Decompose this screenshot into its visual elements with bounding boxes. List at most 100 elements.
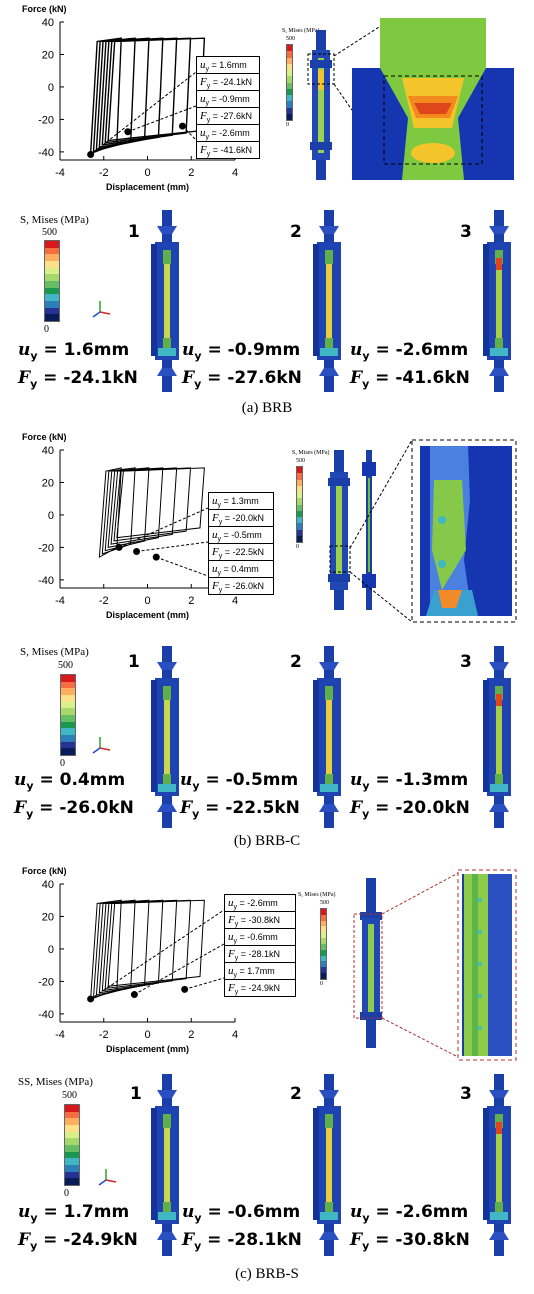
x-tick-label: 2	[188, 595, 194, 607]
legend-title: SS, Mises (MPa)	[18, 1076, 93, 1088]
panel-caption: (a) BRB	[241, 400, 293, 416]
y-tick-label: -20	[38, 114, 54, 126]
x-tick-label: -4	[55, 1029, 65, 1041]
scale-band	[45, 261, 59, 268]
stage-u-label: uy = 0.4mm	[14, 770, 126, 793]
x-tick-label: -2	[99, 1029, 109, 1041]
scale-band	[287, 107, 292, 114]
scale-band	[287, 101, 292, 108]
legend-title: S, Mises (MPa)	[20, 214, 89, 226]
legend-max: 500	[42, 227, 57, 238]
scale-band	[61, 721, 75, 729]
scale-band	[65, 1178, 79, 1186]
scale-band	[321, 926, 326, 933]
x-axis-label: Displacement (mm)	[106, 1044, 189, 1054]
brace-model	[313, 646, 341, 828]
x-tick-label: 0	[144, 595, 150, 607]
brace-model-small	[353, 878, 383, 1048]
color-scale	[64, 1104, 80, 1186]
scale-band	[321, 949, 326, 956]
legend-min: 0	[60, 758, 65, 769]
y-tick-label: -40	[38, 575, 54, 587]
color-scale	[60, 674, 76, 756]
hysteresis-chart: Force (kN)Displacement (mm)40200-20-40-4…	[22, 4, 238, 192]
scale-band	[321, 909, 326, 915]
y-tick-label: 40	[42, 879, 54, 891]
scale-band	[287, 95, 292, 102]
scale-band	[321, 914, 326, 921]
small-legend-min: 0	[286, 122, 289, 128]
annotation-u: uy = -0.6mm	[225, 928, 295, 945]
x-axis-label: Displacement (mm)	[106, 610, 189, 620]
annotation-box: uy = 1.6mm Fy = -24.1kN uy = -0.9mm Fy =…	[196, 56, 260, 159]
legend-min: 0	[64, 1188, 69, 1199]
stage-u-label: uy = -0.9mm	[182, 340, 301, 363]
x-tick-label: 0	[144, 1029, 150, 1041]
scale-band	[297, 517, 302, 524]
scale-band	[45, 307, 59, 315]
x-tick-label: -4	[55, 167, 65, 179]
annotation-f: Fy = -27.6kN	[197, 107, 259, 124]
scale-band	[65, 1171, 79, 1179]
stage-number: 3	[460, 222, 472, 242]
scale-band	[65, 1111, 79, 1119]
data-point	[124, 128, 132, 136]
stage-f-label: Fy = -24.9kN	[18, 1230, 138, 1253]
scale-band	[65, 1125, 79, 1132]
scale-band	[297, 535, 302, 542]
y-axis-label: Force (kN)	[22, 4, 67, 14]
scale-band	[45, 294, 59, 302]
x-tick-label: 4	[232, 1029, 238, 1041]
annotation-f: Fy = -22.5kN	[209, 543, 273, 560]
scale-band	[297, 504, 302, 511]
scale-band	[45, 314, 59, 322]
brace-model	[483, 646, 511, 828]
leader-line	[184, 977, 225, 990]
brace-model-small	[307, 30, 335, 180]
color-scale	[44, 240, 60, 322]
stage-number: 2	[290, 1084, 302, 1104]
scale-band	[321, 955, 326, 962]
leader-line	[136, 541, 209, 552]
y-tick-label: -40	[38, 1009, 54, 1021]
annotation-f: Fy = -20.0kN	[209, 509, 273, 526]
panel-brb-s: Force (kN) Displacement (mm) 40 20 0 -20 -40 -4…	[0, 862, 534, 1294]
scale-band	[287, 113, 292, 120]
scale-band	[65, 1151, 79, 1159]
scale-band	[297, 485, 302, 492]
brace-model	[151, 646, 179, 828]
brace-model	[483, 210, 511, 392]
color-scale	[320, 908, 327, 980]
panel-brb: Force (kN) Displacement (mm) 40 20 0 -20 -40 -4…	[0, 0, 534, 430]
scale-band	[321, 973, 326, 979]
scale-band	[61, 735, 75, 742]
stage-number: 1	[128, 652, 140, 672]
stage-u-label: uy = -1.3mm	[350, 770, 469, 793]
annotation-f: Fy = -26.0kN	[209, 577, 273, 594]
scale-band	[45, 247, 59, 255]
brace-model	[151, 210, 179, 392]
stage-f-label: Fy = -22.5kN	[180, 798, 300, 821]
x-tick-label: 0	[144, 167, 150, 179]
scale-band	[287, 45, 292, 52]
scale-band	[65, 1158, 79, 1166]
stage-number: 2	[290, 652, 302, 672]
small-legend-title: S, Mises (MPa)	[298, 892, 336, 898]
annotation-u: uy = 1.7mm	[225, 962, 295, 979]
hysteresis-chart: Force (kN)Displacement (mm)40200-20-40-4…	[22, 866, 238, 1054]
brace-model	[483, 1074, 511, 1256]
stage-f-label: Fy = -27.6kN	[182, 368, 302, 391]
axis-triad-icon	[92, 301, 111, 318]
scale-band	[45, 281, 59, 288]
stage-number: 1	[128, 222, 140, 242]
scale-band	[61, 748, 75, 756]
small-legend-max: 500	[320, 900, 329, 906]
scale-band	[45, 287, 59, 295]
scale-band	[61, 728, 75, 736]
leader-line	[156, 556, 209, 577]
data-point	[133, 547, 141, 555]
scale-band	[321, 920, 326, 927]
scale-band	[61, 681, 75, 689]
stage-u-label: uy = 1.6mm	[18, 340, 130, 363]
annotation-u: uy = -2.6mm	[228, 897, 278, 911]
